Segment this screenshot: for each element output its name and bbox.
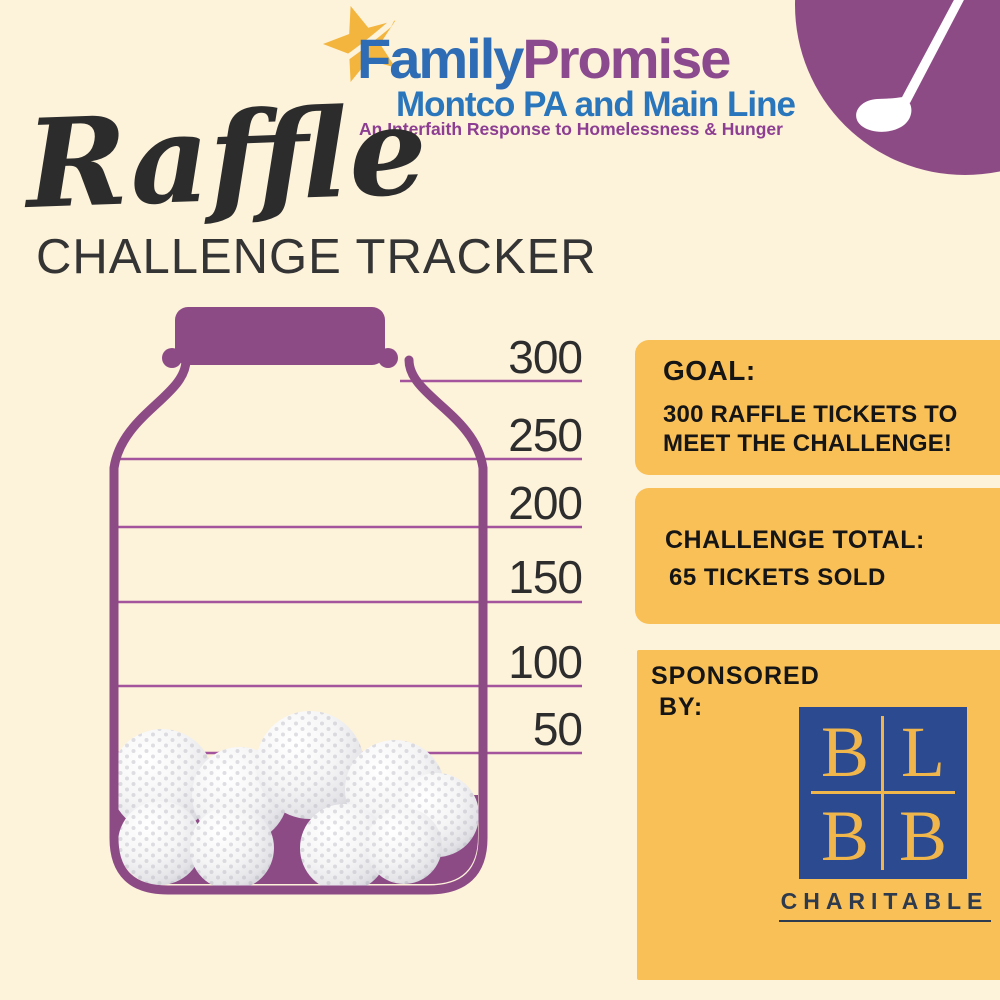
brand-wordmark: FamilyPromise: [357, 31, 731, 87]
goal-heading: GOAL:: [663, 355, 756, 386]
sponsored-line-2: BY:: [659, 693, 704, 722]
blbb-logo: B L B B: [799, 707, 967, 879]
goal-box: GOAL: 300 RAFFLE TICKETS TO MEET THE CHA…: [635, 340, 1000, 475]
tick-label-200: 200: [508, 477, 583, 529]
brand-promise: Promise: [522, 27, 731, 90]
tick-label-150: 150: [508, 551, 583, 603]
goal-line-1: 300 RAFFLE TICKETS TO: [663, 401, 958, 428]
brand-tagline: An Interfaith Response to Homelessness &…: [359, 119, 783, 139]
sponsor-box: SPONSORED BY: B L B B CHARITABLE: [637, 650, 1000, 980]
tick-label-50: 50: [532, 703, 583, 755]
brand-region: Montco PA and Main Line: [396, 85, 796, 124]
total-value: 65 TICKETS SOLD: [669, 564, 886, 591]
blbb-letter-b2: B: [820, 796, 870, 876]
blbb-underline: [779, 920, 991, 922]
jar-outline: [109, 355, 488, 895]
blbb-letter-l: L: [901, 712, 945, 792]
page-title-caps: CHALLENGE TRACKER: [36, 230, 597, 284]
challenge-total-box: CHALLENGE TOTAL: 65 TICKETS SOLD: [635, 488, 1000, 624]
sponsored-by-label: SPONSORED BY:: [651, 661, 820, 724]
golf-corner-badge: [795, 0, 1000, 175]
golf-balls: [110, 711, 479, 892]
corner-circle: [795, 0, 1000, 175]
jar-lid: [162, 307, 398, 368]
blbb-charitable-label: CHARITABLE: [780, 888, 989, 914]
star-icon: [323, 6, 398, 82]
total-heading: CHALLENGE TOTAL:: [665, 526, 925, 554]
tick-label-100: 100: [508, 636, 583, 688]
sponsored-line-1: SPONSORED: [651, 662, 820, 690]
golf-club-icon: [856, 0, 964, 132]
blbb-letter-b1: B: [820, 712, 870, 792]
blbb-horizontal-divider: [811, 791, 955, 794]
goal-line-2: MEET THE CHALLENGE!: [663, 430, 953, 458]
brand-family: Family: [357, 27, 524, 90]
tick-label-300: 300: [508, 331, 583, 383]
blbb-letter-b3: B: [898, 796, 948, 876]
tick-label-250: 250: [508, 409, 583, 461]
page-title-script: Raffle: [23, 78, 430, 236]
